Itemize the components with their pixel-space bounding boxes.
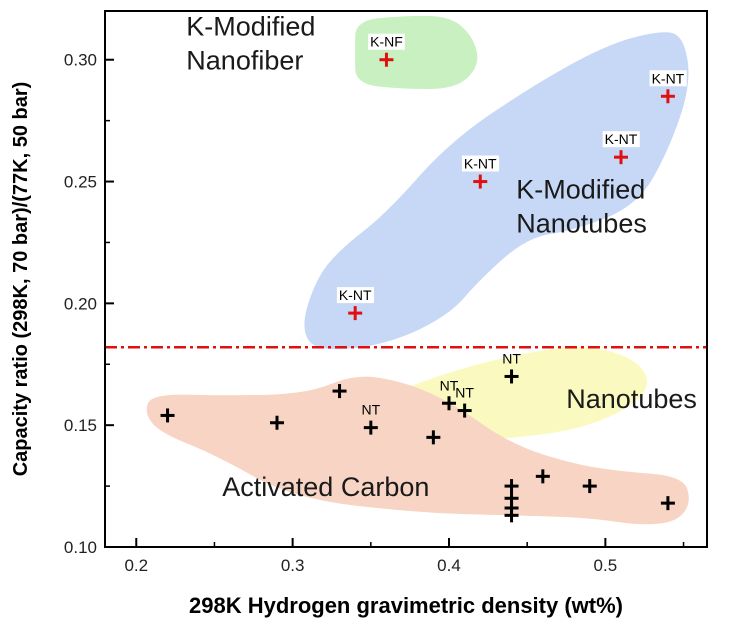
data-point <box>660 89 675 104</box>
region-label-k-nanotubes: Nanotubes <box>516 209 647 239</box>
data-point <box>504 508 519 523</box>
region-k-nanotubes <box>304 32 689 350</box>
region-label-nanofiber: Nanofiber <box>186 45 303 75</box>
point-label: K-NT <box>605 131 638 147</box>
x-tick-label: 0.2 <box>124 556 148 575</box>
x-tick-label: 0.4 <box>437 556 461 575</box>
x-axis-label: 298K Hydrogen gravimetric density (wt%) <box>189 593 623 618</box>
data-point <box>504 369 519 384</box>
region-nanofiber <box>355 15 478 89</box>
region-label-k-nanotubes: K-Modified <box>516 175 645 205</box>
point-label: K-NT <box>339 287 372 303</box>
data-point <box>504 479 519 494</box>
point-label: NT <box>502 350 521 366</box>
point-label: NT <box>455 385 474 401</box>
region-areas <box>146 15 689 525</box>
data-point <box>363 420 378 435</box>
point-label-background <box>368 33 405 50</box>
region-label-nanotubes: Nanotubes <box>566 384 697 414</box>
data-point <box>160 408 175 423</box>
data-point <box>442 396 456 411</box>
data-point <box>457 403 472 418</box>
data-point <box>473 174 488 189</box>
data-point <box>660 496 675 511</box>
data-point <box>332 384 347 399</box>
point-label-background <box>649 70 687 87</box>
y-tick-label: 0.15 <box>64 416 97 435</box>
y-tick-label: 0.25 <box>64 173 97 192</box>
x-tick-label: 0.3 <box>281 556 305 575</box>
data-point <box>270 415 284 430</box>
x-tick-label: 0.5 <box>594 556 618 575</box>
y-tick-label: 0.20 <box>64 294 97 313</box>
point-label-background <box>336 287 374 304</box>
data-point <box>614 150 628 165</box>
point-label: K-NT <box>464 156 497 172</box>
data-point <box>379 52 394 67</box>
point-label: K-NF <box>370 34 403 50</box>
data-point <box>348 306 363 321</box>
point-label: NT <box>440 377 459 393</box>
region-label-nanofiber: K-Modified <box>186 11 315 41</box>
region-label-activated-carbon: Activated Carbon <box>222 472 429 502</box>
y-tick-label: 0.10 <box>64 538 97 557</box>
y-axis-label: Capacity ratio (298K, 70 bar)/(77K, 50 b… <box>10 82 32 477</box>
plot-area-frame <box>104 10 708 548</box>
point-label-background <box>602 131 640 148</box>
axis-ticks: 0.2 0.3 0.4 0.5 0.10 0.15 0.20 0.25 0.30 <box>64 51 685 575</box>
point-label: K-NT <box>652 70 685 86</box>
point-label: NT <box>361 402 380 418</box>
data-point <box>535 469 550 484</box>
y-tick-label: 0.30 <box>64 51 97 70</box>
region-activated-carbon <box>146 376 689 525</box>
data-point <box>426 430 441 445</box>
point-label-background <box>461 155 500 172</box>
data-point <box>582 479 597 494</box>
region-labels: K-Modified Nanofiber K-Modified Nanotubes Na… <box>186 11 697 501</box>
